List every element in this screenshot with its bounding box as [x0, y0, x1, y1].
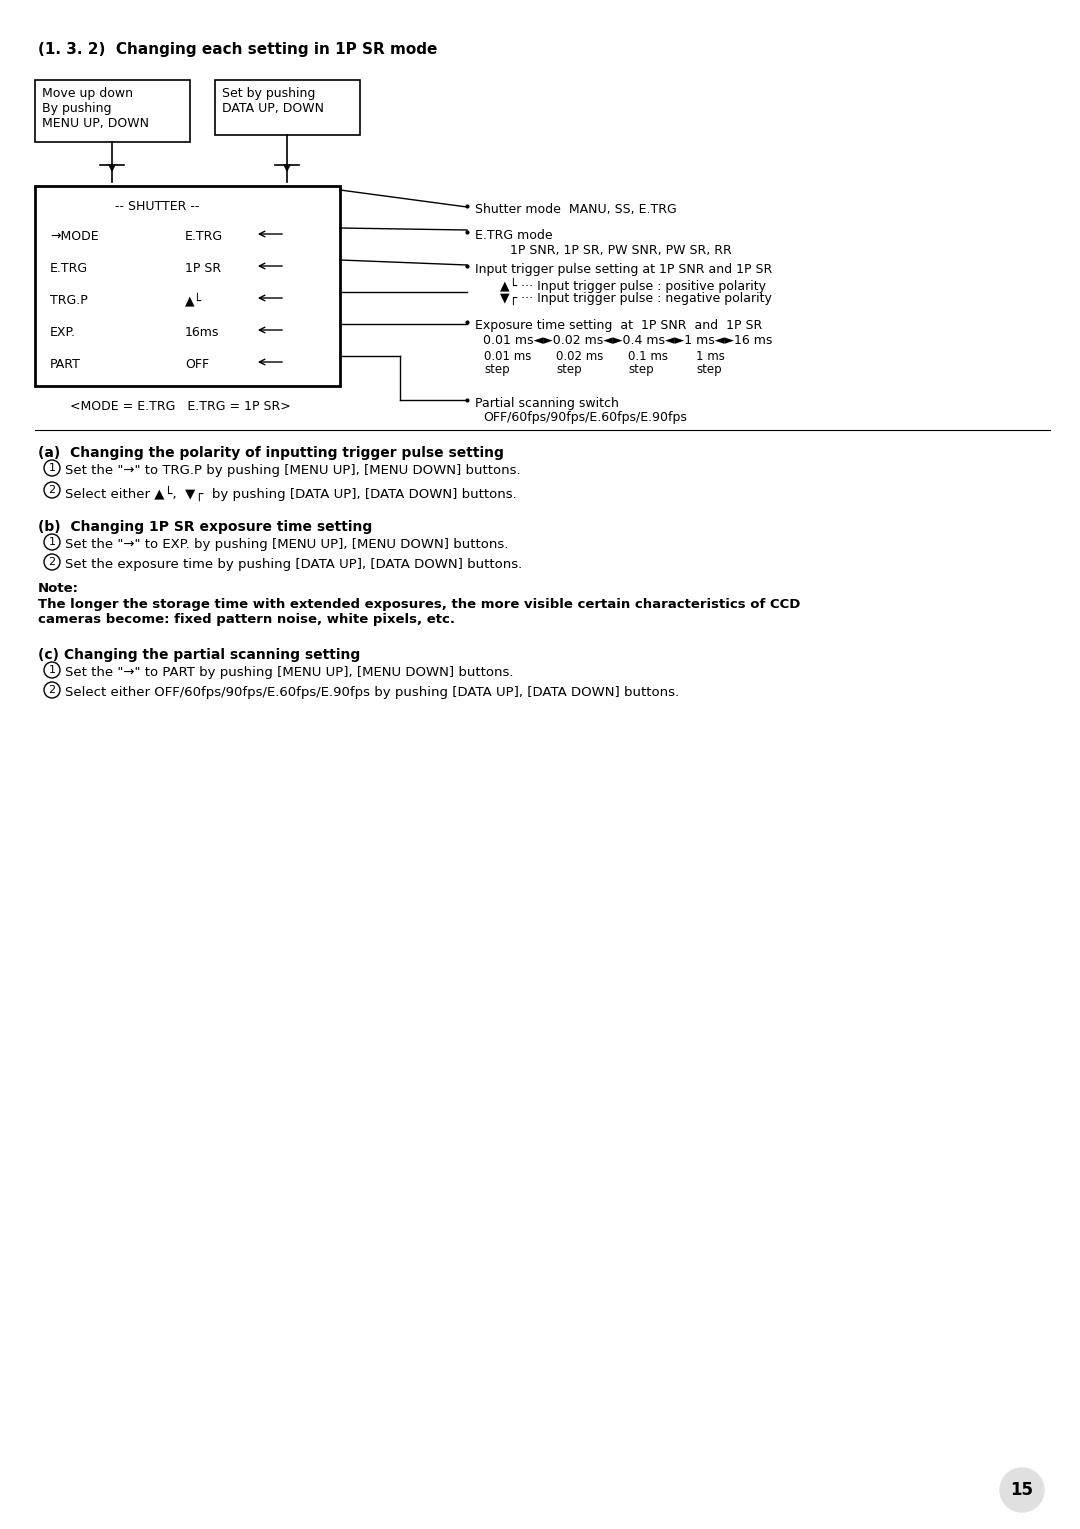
Text: 2: 2	[49, 485, 55, 495]
Text: Set the "→" to PART by pushing [MENU UP], [MENU DOWN] buttons.: Set the "→" to PART by pushing [MENU UP]…	[65, 667, 513, 679]
Bar	[215, 80, 360, 135]
Text: Set by pushing
DATA UP, DOWN: Set by pushing DATA UP, DOWN	[222, 87, 324, 115]
Text: (b)  Changing 1P SR exposure time setting: (b) Changing 1P SR exposure time setting	[38, 520, 373, 534]
Text: ▲└ ··· Input trigger pulse : positive polarity: ▲└ ··· Input trigger pulse : positive po…	[500, 278, 766, 294]
Text: step: step	[484, 362, 510, 376]
Text: E.TRG mode: E.TRG mode	[475, 229, 553, 242]
Text: 1P SR: 1P SR	[185, 261, 221, 275]
Text: (c) Changing the partial scanning setting: (c) Changing the partial scanning settin…	[38, 648, 361, 662]
Text: EXP.: EXP.	[50, 326, 76, 339]
Bar	[35, 80, 190, 142]
Text: 1: 1	[49, 665, 55, 674]
Text: 0.1 ms: 0.1 ms	[627, 350, 669, 362]
Text: 2: 2	[49, 557, 55, 567]
Text: step: step	[627, 362, 653, 376]
Text: TRG.P: TRG.P	[50, 294, 87, 307]
Text: 0.01 ms: 0.01 ms	[484, 350, 531, 362]
Text: ▲└: ▲└	[185, 294, 202, 307]
Text: 16ms: 16ms	[185, 326, 219, 339]
Text: Partial scanning switch: Partial scanning switch	[475, 398, 619, 410]
Text: <MODE = E.TRG   E.TRG = 1P SR>: <MODE = E.TRG E.TRG = 1P SR>	[70, 401, 291, 413]
Text: Move up down
By pushing
MENU UP, DOWN: Move up down By pushing MENU UP, DOWN	[42, 87, 149, 130]
Text: OFF/60fps/90fps/E.60fps/E.90fps: OFF/60fps/90fps/E.60fps/E.90fps	[483, 411, 687, 424]
Text: Select either OFF/60fps/90fps/E.60fps/E.90fps by pushing [DATA UP], [DATA DOWN] : Select either OFF/60fps/90fps/E.60fps/E.…	[65, 687, 679, 699]
Text: Set the "→" to TRG.P by pushing [MENU UP], [MENU DOWN] buttons.: Set the "→" to TRG.P by pushing [MENU UP…	[65, 463, 521, 477]
Text: (a)  Changing the polarity of inputting trigger pulse setting: (a) Changing the polarity of inputting t…	[38, 446, 504, 460]
Text: OFF: OFF	[185, 358, 210, 372]
Text: step: step	[556, 362, 582, 376]
Text: 2: 2	[49, 685, 55, 696]
Text: PART: PART	[50, 358, 81, 372]
Text: Set the exposure time by pushing [DATA UP], [DATA DOWN] buttons.: Set the exposure time by pushing [DATA U…	[65, 558, 523, 570]
Text: Shutter mode  MANU, SS, E.TRG: Shutter mode MANU, SS, E.TRG	[475, 203, 677, 216]
Text: 0.02 ms: 0.02 ms	[556, 350, 604, 362]
Text: →MODE: →MODE	[50, 229, 98, 243]
Text: (1. 3. 2)  Changing each setting in 1P SR mode: (1. 3. 2) Changing each setting in 1P SR…	[38, 41, 437, 57]
Text: E.TRG: E.TRG	[50, 261, 89, 275]
Bar	[35, 187, 340, 385]
Text: Exposure time setting  at  1P SNR  and  1P SR: Exposure time setting at 1P SNR and 1P S…	[475, 320, 762, 332]
Text: Select either ▲└,  ▼┌  by pushing [DATA UP], [DATA DOWN] buttons.: Select either ▲└, ▼┌ by pushing [DATA UP…	[65, 486, 516, 502]
Text: -- SHUTTER --: -- SHUTTER --	[114, 200, 200, 213]
Text: 1: 1	[49, 537, 55, 547]
Text: The longer the storage time with extended exposures, the more visible certain ch: The longer the storage time with extende…	[38, 598, 800, 625]
Text: Input trigger pulse setting at 1P SNR and 1P SR: Input trigger pulse setting at 1P SNR an…	[475, 263, 772, 277]
Circle shape	[1000, 1468, 1044, 1512]
Text: E.TRG: E.TRG	[185, 229, 224, 243]
Text: 15: 15	[1011, 1482, 1034, 1498]
Text: Note:: Note:	[38, 583, 79, 595]
Text: 0.01 ms◄►0.02 ms◄►0.4 ms◄►1 ms◄►16 ms: 0.01 ms◄►0.02 ms◄►0.4 ms◄►1 ms◄►16 ms	[483, 333, 772, 347]
Text: 1 ms: 1 ms	[696, 350, 725, 362]
Text: ▼┌ ··· Input trigger pulse : negative polarity: ▼┌ ··· Input trigger pulse : negative po…	[500, 292, 772, 306]
Text: 1P SNR, 1P SR, PW SNR, PW SR, RR: 1P SNR, 1P SR, PW SNR, PW SR, RR	[510, 245, 732, 257]
Text: 1: 1	[49, 463, 55, 472]
Text: step: step	[696, 362, 721, 376]
Text: Set the "→" to EXP. by pushing [MENU UP], [MENU DOWN] buttons.: Set the "→" to EXP. by pushing [MENU UP]…	[65, 538, 509, 550]
